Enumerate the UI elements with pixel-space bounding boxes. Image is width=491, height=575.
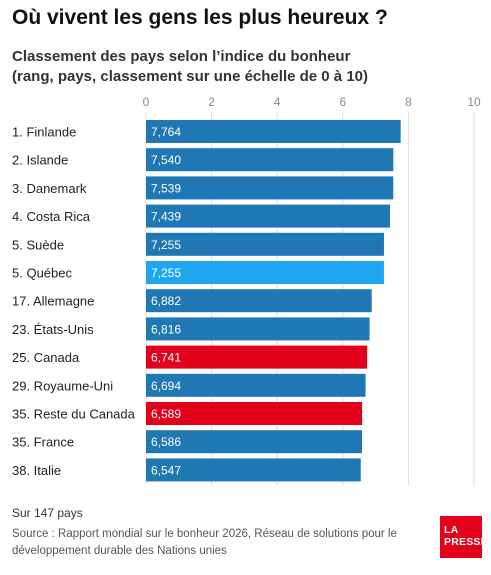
category-label: 3. Danemark bbox=[12, 181, 87, 196]
x-tick-label: 10 bbox=[467, 95, 481, 109]
value-label: 7,255 bbox=[151, 238, 181, 252]
bar bbox=[146, 232, 384, 256]
value-label: 6,694 bbox=[151, 379, 181, 393]
value-label: 7,764 bbox=[151, 125, 181, 139]
category-label: 4. Costa Rica bbox=[12, 209, 91, 224]
value-label: 7,255 bbox=[151, 266, 181, 280]
category-label: 35. France bbox=[12, 435, 74, 450]
value-label: 6,547 bbox=[151, 463, 181, 477]
x-tick-label: 6 bbox=[339, 95, 346, 109]
happiness-bar-chart: 0 2 4 6 8 10 1. Finlande 7,764 2. Islande 7,540 3.… bbox=[12, 95, 481, 486]
source-text: Source : Rapport mondial sur le bonheur … bbox=[12, 528, 397, 557]
category-label: 35. Reste du Canada bbox=[12, 407, 136, 422]
la-presse-logo: LA PRESSE bbox=[440, 516, 488, 558]
category-label: 29. Royaume-Uni bbox=[12, 378, 113, 393]
x-tick-label: 0 bbox=[143, 95, 150, 109]
logo-line-1: LA bbox=[444, 524, 459, 536]
bar bbox=[146, 430, 363, 454]
category-label: 5. Suède bbox=[12, 237, 64, 252]
value-label: 7,439 bbox=[151, 210, 181, 224]
category-label: 5. Québec bbox=[12, 266, 72, 281]
category-label: 23. États-Unis bbox=[12, 322, 94, 337]
bar bbox=[146, 261, 384, 284]
value-label: 6,586 bbox=[151, 435, 181, 449]
value-label: 7,539 bbox=[151, 181, 181, 195]
category-label: 1. Finlande bbox=[12, 125, 76, 140]
x-tick-label: 8 bbox=[405, 95, 412, 109]
chart-subtitle: Classement des pays selon l’indice du bo… bbox=[12, 47, 368, 87]
bar bbox=[146, 120, 401, 143]
value-label: 6,741 bbox=[151, 351, 181, 365]
bar bbox=[146, 458, 361, 482]
x-tick-label: 2 bbox=[208, 95, 215, 109]
bar bbox=[146, 373, 366, 397]
bar bbox=[146, 176, 394, 200]
value-label: 6,882 bbox=[151, 294, 181, 308]
value-label: 6,816 bbox=[151, 322, 181, 336]
subtitle-line-1: Classement des pays selon l’indice du bo… bbox=[12, 48, 351, 65]
category-label: 17. Allemagne bbox=[12, 294, 94, 309]
bar bbox=[146, 345, 368, 369]
bar bbox=[146, 402, 363, 425]
value-label: 6,589 bbox=[151, 407, 181, 421]
sample-note: Sur 147 pays bbox=[12, 506, 83, 520]
bar bbox=[146, 317, 370, 341]
subtitle-line-2: (rang, pays, classement sur une échelle … bbox=[12, 68, 368, 85]
bar bbox=[146, 204, 390, 228]
bar bbox=[146, 148, 394, 172]
value-label: 7,540 bbox=[151, 153, 181, 167]
category-label: 38. Italie bbox=[12, 463, 61, 478]
x-tick-label: 4 bbox=[274, 95, 281, 109]
page-title: Où vivent les gens les plus heureux ? bbox=[12, 6, 388, 29]
category-label: 2. Islande bbox=[12, 153, 68, 168]
bar bbox=[146, 289, 372, 313]
category-label: 25. Canada bbox=[12, 350, 80, 365]
logo-line-2: PRESSE bbox=[444, 536, 488, 548]
